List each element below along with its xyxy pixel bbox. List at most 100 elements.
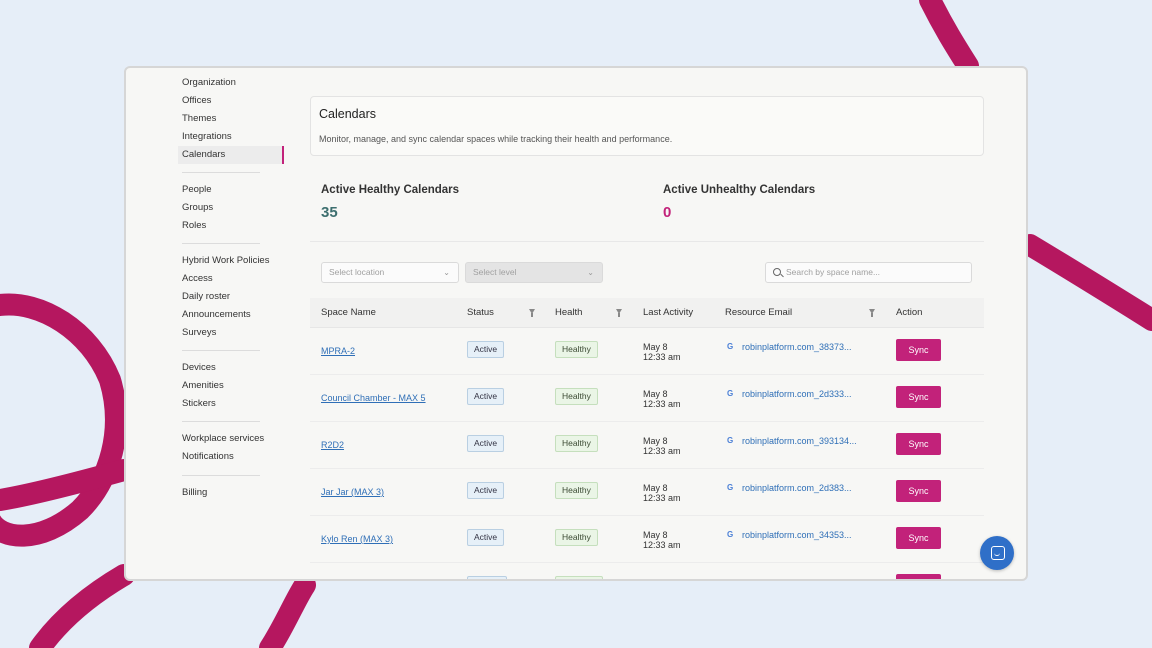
activity-date: May 8: [643, 483, 668, 493]
sidebar-item-stickers[interactable]: Stickers: [182, 398, 216, 409]
search-input[interactable]: Search by space name...: [765, 262, 972, 283]
sidebar-item-organization[interactable]: Organization: [182, 77, 236, 88]
sidebar-item-billing[interactable]: Billing: [182, 487, 208, 498]
health-badge: Healthy: [555, 388, 598, 405]
sidebar-item-surveys[interactable]: Surveys: [182, 327, 217, 338]
status-badge: Active: [467, 482, 505, 499]
activity-date: May 8: [643, 342, 668, 352]
table-row: R2D2 Active Healthy May 8 12:33 am G robi…: [310, 422, 984, 469]
chevron-down-icon: ⌄: [443, 268, 450, 277]
health-filter-icon[interactable]: [616, 309, 622, 317]
last-activity: May 8 12:33 am: [643, 483, 681, 503]
sidebar-item-notifications[interactable]: Notifications: [182, 451, 234, 462]
sync-button[interactable]: [896, 574, 941, 579]
nav-group-people: People Groups Roles: [178, 181, 290, 235]
sidebar-divider: [182, 350, 260, 351]
table-row: MPRA-2 Active Healthy May 8 12:33 am G ro…: [310, 328, 984, 375]
activity-time: 12:33 am: [643, 540, 681, 550]
column-status[interactable]: Status: [467, 307, 494, 318]
stat-unhealthy: Active Unhealthy Calendars 0: [663, 184, 815, 221]
sync-button[interactable]: Sync: [896, 433, 941, 455]
chat-support-icon[interactable]: [980, 536, 1014, 570]
sidebar-item-daily-roster[interactable]: Daily roster: [182, 291, 231, 302]
sidebar-item-roles[interactable]: Roles: [182, 220, 207, 231]
sidebar-item-calendars[interactable]: Calendars: [178, 146, 284, 164]
sidebar-item-hybrid-work-policies[interactable]: Hybrid Work Policies: [182, 255, 270, 266]
page-description: Monitor, manage, and sync calendar space…: [319, 134, 673, 144]
level-select[interactable]: Select level ⌄: [465, 262, 603, 283]
sidebar: Organization Offices Themes Integrations…: [126, 68, 296, 579]
column-health[interactable]: Health: [555, 307, 583, 318]
email-filter-icon[interactable]: [869, 309, 875, 317]
table-row: Kylo Ren (MAX 3) Active Healthy May 8 12:…: [310, 516, 984, 563]
google-icon: G: [727, 530, 734, 539]
activity-time: 12:33 am: [643, 446, 681, 456]
status-badge: [467, 576, 507, 579]
resource-email[interactable]: robinplatform.com_34353...: [742, 530, 852, 540]
calendars-table: Space Name Status Health Last Activity R…: [310, 298, 984, 579]
status-filter-icon[interactable]: [529, 309, 535, 317]
resource-email[interactable]: robinplatform.com_38373...: [742, 342, 852, 352]
google-icon: G: [727, 389, 734, 398]
space-name-link[interactable]: R2D2: [321, 440, 345, 450]
sidebar-item-announcements[interactable]: Announcements: [182, 309, 251, 320]
health-badge: Healthy: [555, 529, 598, 546]
column-last-activity[interactable]: Last Activity: [643, 307, 694, 318]
sync-button[interactable]: Sync: [896, 386, 941, 408]
search-icon: [773, 268, 781, 276]
sidebar-item-offices[interactable]: Offices: [182, 95, 212, 106]
last-activity: May 8 12:33 am: [643, 530, 681, 550]
column-resource-email[interactable]: Resource Email: [725, 307, 793, 318]
sync-button[interactable]: Sync: [896, 480, 941, 502]
sidebar-item-themes[interactable]: Themes: [182, 113, 217, 124]
table-header: Space Name Status Health Last Activity R…: [310, 298, 984, 328]
sidebar-item-devices[interactable]: Devices: [182, 362, 216, 373]
sidebar-item-access[interactable]: Access: [182, 273, 213, 284]
sidebar-item-integrations[interactable]: Integrations: [182, 131, 232, 142]
sync-button[interactable]: Sync: [896, 339, 941, 361]
google-icon: G: [727, 483, 734, 492]
activity-time: 12:33 am: [643, 352, 681, 362]
sidebar-divider: [182, 421, 260, 422]
last-activity: May 8 12:33 am: [643, 436, 681, 456]
space-name-link[interactable]: Kylo Ren (MAX 3): [321, 534, 394, 544]
location-select[interactable]: Select location ⌄: [321, 262, 459, 283]
space-name-link[interactable]: Jar Jar (MAX 3): [321, 487, 385, 497]
sidebar-item-people[interactable]: People: [182, 184, 212, 195]
sidebar-item-workplace-services[interactable]: Workplace services: [182, 433, 265, 444]
space-name-link[interactable]: Council Chamber - MAX 5: [321, 393, 426, 403]
sidebar-item-groups[interactable]: Groups: [182, 202, 214, 213]
resource-email[interactable]: robinplatform.com_393134...: [742, 436, 857, 446]
column-space-name[interactable]: Space Name: [321, 307, 376, 318]
health-badge: Healthy: [555, 341, 598, 358]
sidebar-item-amenities[interactable]: Amenities: [182, 380, 224, 391]
filter-bar: Select location ⌄ Select level ⌄ Search …: [310, 262, 984, 284]
sidebar-divider: [182, 475, 260, 476]
nav-group-devices: Devices Amenities Stickers: [178, 359, 290, 413]
stat-healthy: Active Healthy Calendars 35: [321, 184, 459, 221]
page-header: Calendars Monitor, manage, and sync cale…: [310, 96, 984, 156]
search-placeholder: Search by space name...: [786, 267, 881, 277]
health-badge: Healthy: [555, 435, 598, 452]
activity-date: May 8: [643, 389, 668, 399]
google-icon: G: [727, 436, 734, 445]
space-name-link[interactable]: MPRA-2: [321, 346, 356, 356]
status-badge: Active: [467, 341, 505, 358]
stat-healthy-value: 35: [321, 204, 338, 221]
location-select-placeholder: Select location: [329, 267, 385, 277]
nav-group-workplace: Workplace services Notifications: [178, 430, 290, 466]
table-row-partial: [310, 563, 984, 579]
app-window: Organization Offices Themes Integrations…: [124, 66, 1028, 581]
health-badge: [555, 576, 603, 579]
status-badge: Active: [467, 388, 505, 405]
last-activity: May 8 12:33 am: [643, 342, 681, 362]
resource-email[interactable]: robinplatform.com_2d333...: [742, 389, 852, 399]
resource-email[interactable]: robinplatform.com_2d383...: [742, 483, 852, 493]
activity-date: May 8: [643, 530, 668, 540]
level-select-placeholder: Select level: [473, 267, 517, 277]
column-action: Action: [896, 307, 923, 318]
sidebar-divider: [182, 243, 260, 244]
sync-button[interactable]: Sync: [896, 527, 941, 549]
page-title: Calendars: [319, 107, 376, 121]
